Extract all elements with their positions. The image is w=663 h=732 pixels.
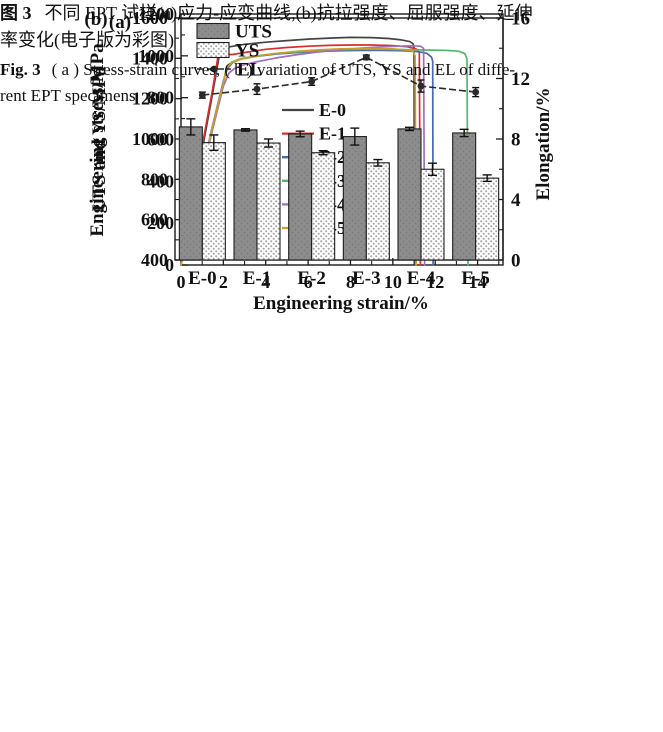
- bar-YS-E-0: [201, 142, 226, 261]
- bar-UTS-E-1: [233, 129, 258, 261]
- stress-strain-chart: 0 2 4 6 8 10 12 14 0 200 400 600 800 1000 1200 Engineer…: [87, 4, 504, 314]
- x-tick-label: 10: [384, 272, 402, 292]
- right-tick-label: 16: [511, 9, 530, 30]
- el-marker-E-3: [362, 53, 370, 61]
- bar-YS-E-2: [311, 152, 336, 261]
- line-series-EL: [198, 53, 480, 99]
- left-tick-label: 1200: [132, 89, 168, 109]
- x-axis-title: Engineering strain/%: [253, 293, 429, 314]
- x-tick-label: 6: [304, 272, 313, 292]
- category-label-E-0: E-0: [188, 268, 217, 289]
- bar-UTS-E-5: [452, 132, 477, 261]
- x-tick-label: 8: [346, 272, 355, 292]
- right-tick-label: 8: [511, 130, 521, 151]
- el-line: [202, 56, 476, 96]
- right-tick-label: 4: [511, 190, 521, 211]
- el-marker-E-1: [253, 85, 261, 93]
- right-tick-label: 0: [511, 251, 521, 272]
- left-tick-label: 1000: [132, 129, 168, 149]
- bar-YS-E-4: [420, 168, 445, 261]
- caption-en: Fig. 3 ( a ) Stress-strain curves, ( b ) …: [0, 57, 533, 109]
- legend-label-YS: YS: [235, 41, 259, 62]
- curve-E-5: [180, 47, 417, 266]
- caption-zh: 图 3 不同 EPT 试样(a)应力-应变曲线,(b)抗拉强度、屈服强度、延伸 率…: [0, 0, 533, 54]
- left-tick-label: 1400: [132, 48, 168, 68]
- y-tick-label: 0: [165, 255, 174, 275]
- left-axis-title: UTS and YS/MPa: [89, 66, 110, 211]
- caption-en-line2: rent EPT specimens: [0, 86, 136, 105]
- caption-en-label: Fig. 3: [0, 60, 41, 79]
- legend-marker-EL: [210, 65, 218, 73]
- caption-en-line1: Fig. 3 ( a ) Stress-strain curves, ( b ) …: [0, 60, 515, 79]
- el-marker-E-5: [472, 88, 480, 96]
- x-tick-label: 4: [261, 272, 270, 292]
- right-axis-title: Elongation/%: [533, 88, 554, 201]
- y-tick-label: 200: [147, 213, 174, 233]
- bar-series-YS: [201, 134, 500, 261]
- legend-label-UTS: UTS: [235, 22, 272, 43]
- bar-YS-E-5: [475, 177, 500, 261]
- legend-label-EL: EL: [237, 60, 262, 81]
- bar-YS-E-3: [365, 162, 390, 261]
- legend-label-E-0: E-0: [319, 100, 346, 120]
- left-tick-label: 1600: [132, 8, 168, 28]
- curve-E-0: [180, 36, 416, 266]
- axis-ticks: [175, 17, 503, 261]
- x-tick-label: 2: [219, 272, 228, 292]
- el-marker-E-4: [417, 82, 425, 90]
- bar-YS-E-1: [256, 142, 281, 261]
- bar-series-UTS: [178, 118, 477, 261]
- left-tick-label: 400: [141, 250, 168, 270]
- y-tick-label: 600: [147, 130, 174, 150]
- x-tick-label: 12: [426, 272, 444, 292]
- caption-en-text1: ( a ) Stress-strain curves, ( b ) variat…: [51, 60, 516, 79]
- caption-zh-line1: 图 3 不同 EPT 试样(a)应力-应变曲线,(b)抗拉强度、屈服强度、延伸: [0, 3, 533, 23]
- x-tick-label: 0: [177, 272, 186, 292]
- panel-label-b: (b): [84, 9, 107, 30]
- caption-zh-label: 图 3: [0, 3, 32, 23]
- left-tick-label: 600: [141, 210, 168, 230]
- legend-label-E-1: E-1: [319, 124, 346, 144]
- category-label-E-2: E-2: [297, 268, 326, 289]
- category-label-E-5: E-5: [461, 268, 490, 289]
- bar-UTS-E-0: [178, 126, 203, 261]
- el-marker-E-0: [198, 91, 206, 99]
- category-label-E-3: E-3: [352, 268, 381, 289]
- x-tick-label: 14: [469, 272, 487, 292]
- caption-zh-line2: 率变化(电子版为彩图): [0, 30, 174, 50]
- y-tick-label: 1200: [138, 4, 174, 24]
- caption-zh-text1: 不同 EPT 试样(a)应力-应变曲线,(b)抗拉强度、屈服强度、延伸: [44, 3, 533, 23]
- legend-swatch-UTS: [196, 22, 230, 40]
- figure-caption: 图 3 不同 EPT 试样(a)应力-应变曲线,(b)抗拉强度、屈服强度、延伸 率…: [0, 0, 533, 109]
- right-tick-label: 12: [511, 69, 530, 90]
- legend-swatch-YS: [196, 41, 230, 59]
- category-label-E-1: E-1: [243, 268, 272, 289]
- bar-UTS-E-4: [397, 128, 422, 261]
- y-axis-title: Engineering stress/MPa: [87, 43, 108, 237]
- y-tick-label: 400: [147, 171, 174, 191]
- el-marker-E-2: [308, 78, 316, 85]
- y-tick-label: 1000: [138, 46, 174, 66]
- bar-UTS-E-2: [288, 133, 313, 261]
- panel-label-a: (a): [109, 12, 131, 33]
- left-tick-label: 800: [141, 169, 168, 189]
- bar-UTS-E-3: [342, 136, 367, 261]
- category-label-E-4: E-4: [407, 268, 436, 289]
- y-tick-label: 800: [147, 88, 174, 108]
